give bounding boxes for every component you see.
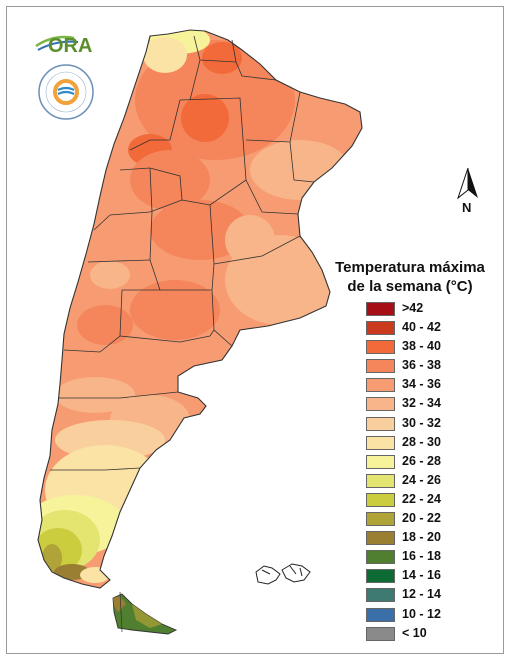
legend-label: < 10: [402, 625, 427, 640]
legend-swatch: [366, 359, 395, 374]
legend-title-line2: de la semana (°C): [347, 278, 473, 295]
legend-swatch: [366, 454, 395, 469]
legend-label: 22 - 24: [402, 491, 441, 506]
legend-swatch: [366, 626, 395, 641]
legend-swatch: [366, 607, 395, 622]
legend-swatch: [366, 340, 395, 355]
legend-swatch: [366, 416, 395, 431]
legend-title-line1: Temperatura máxima: [335, 259, 485, 276]
legend-label: 28 - 30: [402, 434, 441, 449]
legend-label: 34 - 36: [402, 377, 441, 392]
legend-label: 14 - 16: [402, 568, 441, 583]
country-outline: [37, 29, 363, 589]
legend-swatch: [366, 378, 395, 393]
legend-label: 26 - 28: [402, 453, 441, 468]
legend-swatch: [366, 397, 395, 412]
legend-swatch: [366, 531, 395, 546]
province-borders: [50, 35, 315, 471]
legend-label: 40 - 42: [402, 320, 441, 335]
malvinas-islands: [255, 563, 311, 585]
legend-swatch: [366, 588, 395, 603]
legend-swatch: [366, 321, 395, 336]
north-arrow-icon: [456, 167, 478, 200]
legend-label: 16 - 18: [402, 549, 441, 564]
north-arrow: N: [454, 166, 482, 218]
legend-swatch: [366, 302, 395, 316]
legend-swatch: [366, 435, 395, 450]
legend-label: 36 - 38: [402, 358, 441, 373]
legend-label: 38 - 40: [402, 339, 441, 354]
legend-swatch: [366, 550, 395, 565]
legend-swatch: [366, 512, 395, 527]
legend-swatch: [366, 569, 395, 584]
legend-label: >42: [402, 301, 424, 315]
legend-label: 12 - 14: [402, 587, 441, 602]
legend-label: 24 - 26: [402, 472, 441, 487]
tierra-del-fuego: [112, 591, 178, 635]
legend-label: 30 - 32: [402, 415, 441, 430]
smn-logo: [36, 62, 96, 122]
north-label: N: [462, 200, 472, 215]
legend-swatch: [366, 492, 395, 507]
legend-label: 10 - 12: [402, 606, 441, 621]
ora-logo-text: ORA: [48, 35, 92, 57]
legend-label: 18 - 20: [402, 530, 441, 545]
legend-swatch: [366, 473, 395, 488]
legend-label: 20 - 22: [402, 511, 441, 526]
legend-label: 32 - 34: [402, 396, 441, 411]
legend-title: Temperatura máxima de la semana (°C): [322, 258, 498, 296]
ora-logo: ORA: [34, 28, 98, 58]
